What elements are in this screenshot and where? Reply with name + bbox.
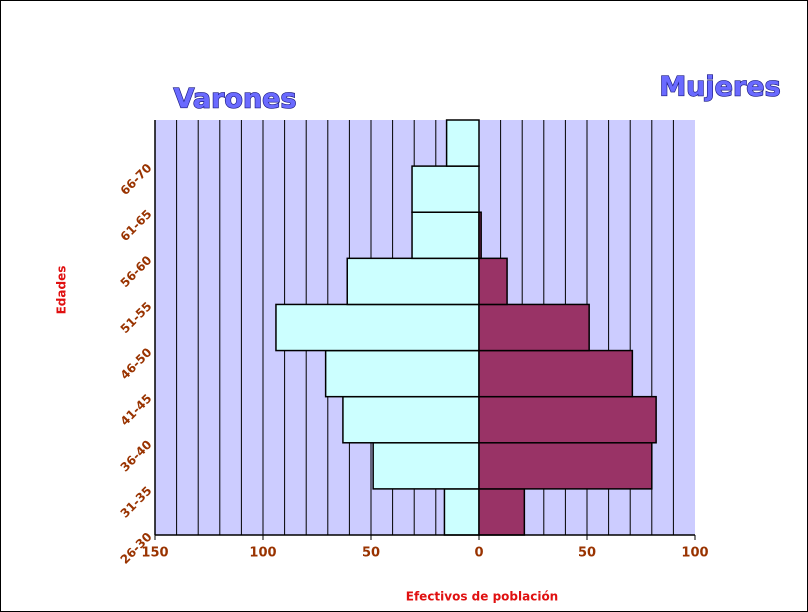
bar — [411, 165, 480, 213]
x-tick-label: 100 — [249, 546, 276, 561]
bar — [411, 211, 480, 260]
x-tick-label: 100 — [681, 546, 708, 561]
series-title: Mujeres — [659, 72, 780, 103]
bar — [478, 442, 653, 490]
bar — [478, 488, 526, 536]
bar — [478, 257, 508, 306]
bar — [342, 395, 480, 444]
x-tick-label: 50 — [362, 546, 380, 561]
x-tick-label: 0 — [474, 546, 483, 561]
bar — [324, 349, 480, 398]
bar — [445, 119, 480, 167]
y-axis-label: Edades — [55, 266, 69, 315]
bar — [372, 442, 480, 490]
x-tick-label: 150 — [141, 546, 168, 561]
x-axis-label: Efectivos de población — [406, 590, 558, 604]
bar — [275, 303, 480, 352]
bar — [346, 257, 480, 306]
bar — [478, 211, 482, 260]
series-title: Varones — [173, 84, 296, 115]
x-tick-label: 50 — [578, 546, 596, 561]
bar — [478, 303, 590, 352]
bar — [478, 349, 634, 398]
bar — [478, 395, 657, 444]
bar — [443, 488, 480, 536]
